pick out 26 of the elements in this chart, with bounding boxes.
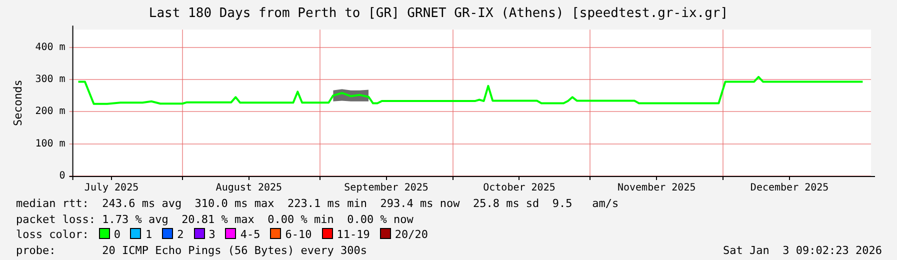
text: loss color: [16, 228, 89, 241]
text: 2 [177, 228, 184, 241]
chart-title: Last 180 Days from Perth to [GR] GRNET GR-IX (Athens) [speedtest.gr-ix.gr] [148, 6, 728, 22]
y-tick-label: 300 m [35, 74, 66, 86]
x-tick-label: December 2025 [750, 182, 829, 194]
text: 4-5 [240, 228, 260, 241]
text: 0 [114, 228, 120, 241]
text: probe: 20 ICMP Echo Pings (56 Bytes) every 300s [16, 244, 367, 256]
text: packet loss: 1.73 % avg 20.81 % max 0.00 % min 0.00 % now [16, 212, 414, 226]
text: median rtt: 243.6 ms avg 310.0 ms max 223.1 ms min 293.4 ms now 25.8 ms sd 9.5 am/s [16, 197, 619, 210]
y-axis-title: Seconds [11, 80, 24, 126]
x-tick-label: October 2025 [483, 182, 556, 194]
text: 6-10 [285, 228, 312, 241]
text: 20/20 [394, 228, 428, 241]
x-tick-label: August 2025 [216, 182, 282, 194]
x-tick-label: July 2025 [84, 182, 139, 194]
y-tick-label: 400 m [35, 42, 66, 53]
text: 11-19 [336, 228, 370, 241]
text: 3 [208, 228, 216, 241]
x-tick-label: September 2025 [344, 182, 428, 194]
x-tick-label: November 2025 [617, 182, 696, 194]
text: 1 [145, 228, 152, 241]
y-tick-label: 200 m [35, 106, 66, 118]
y-tick-label: 100 m [35, 138, 66, 150]
y-tick-label: 0 [59, 170, 66, 182]
text: Sat Jan 3 09:02:23 2026 [723, 242, 882, 258]
